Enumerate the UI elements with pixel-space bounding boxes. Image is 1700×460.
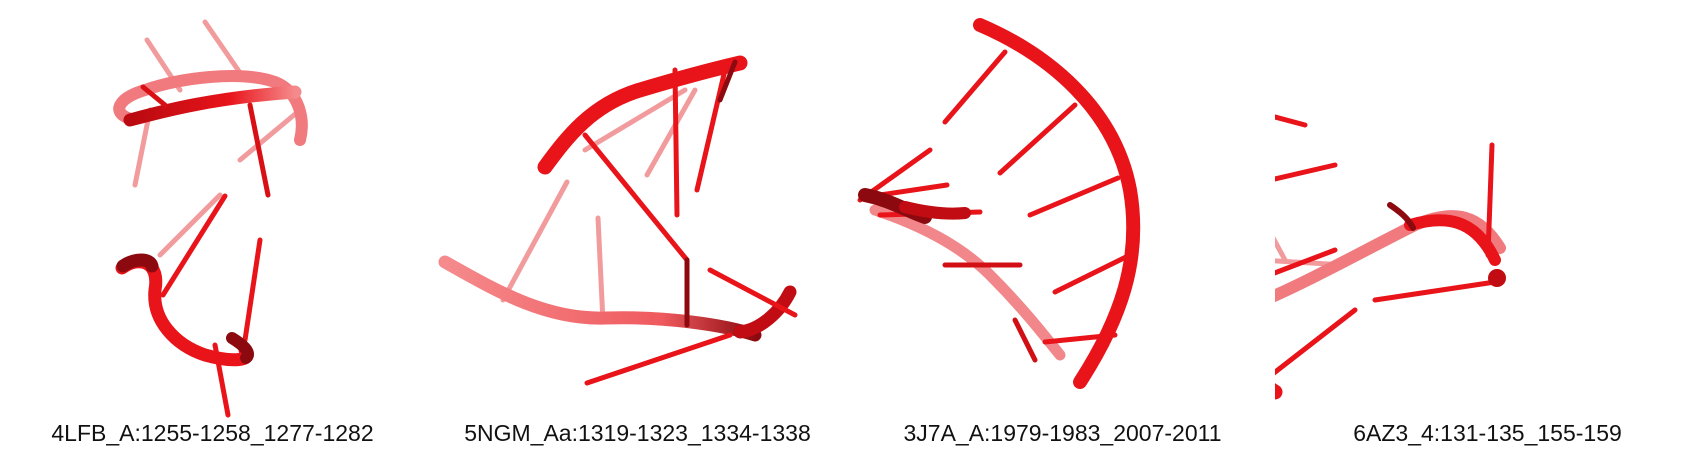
- structure-panel-5ngm: 5NGM_Aa:1319-1323_1334-1338: [425, 0, 850, 460]
- structure-render-3j7a: [857, 18, 1141, 389]
- panel-caption: 6AZ3_4:131-135_155-159: [1353, 420, 1622, 446]
- structure-render-4lfb: [113, 19, 308, 418]
- structure-panel-6az3: 6AZ3_4:131-135_155-159: [1275, 0, 1700, 460]
- structure-panel-4lfb: 4LFB_A:1255-1258_1277-1282: [0, 0, 425, 460]
- structure-panel-3j7a: 3J7A_A:1979-1983_2007-2011: [850, 0, 1275, 460]
- structure-render-6az3: [1275, 114, 1506, 400]
- structure-render-5ngm: [438, 55, 798, 386]
- panel-caption: 4LFB_A:1255-1258_1277-1282: [51, 420, 374, 446]
- panel-caption: 5NGM_Aa:1319-1323_1334-1338: [464, 420, 811, 446]
- panel-caption: 3J7A_A:1979-1983_2007-2011: [903, 420, 1222, 446]
